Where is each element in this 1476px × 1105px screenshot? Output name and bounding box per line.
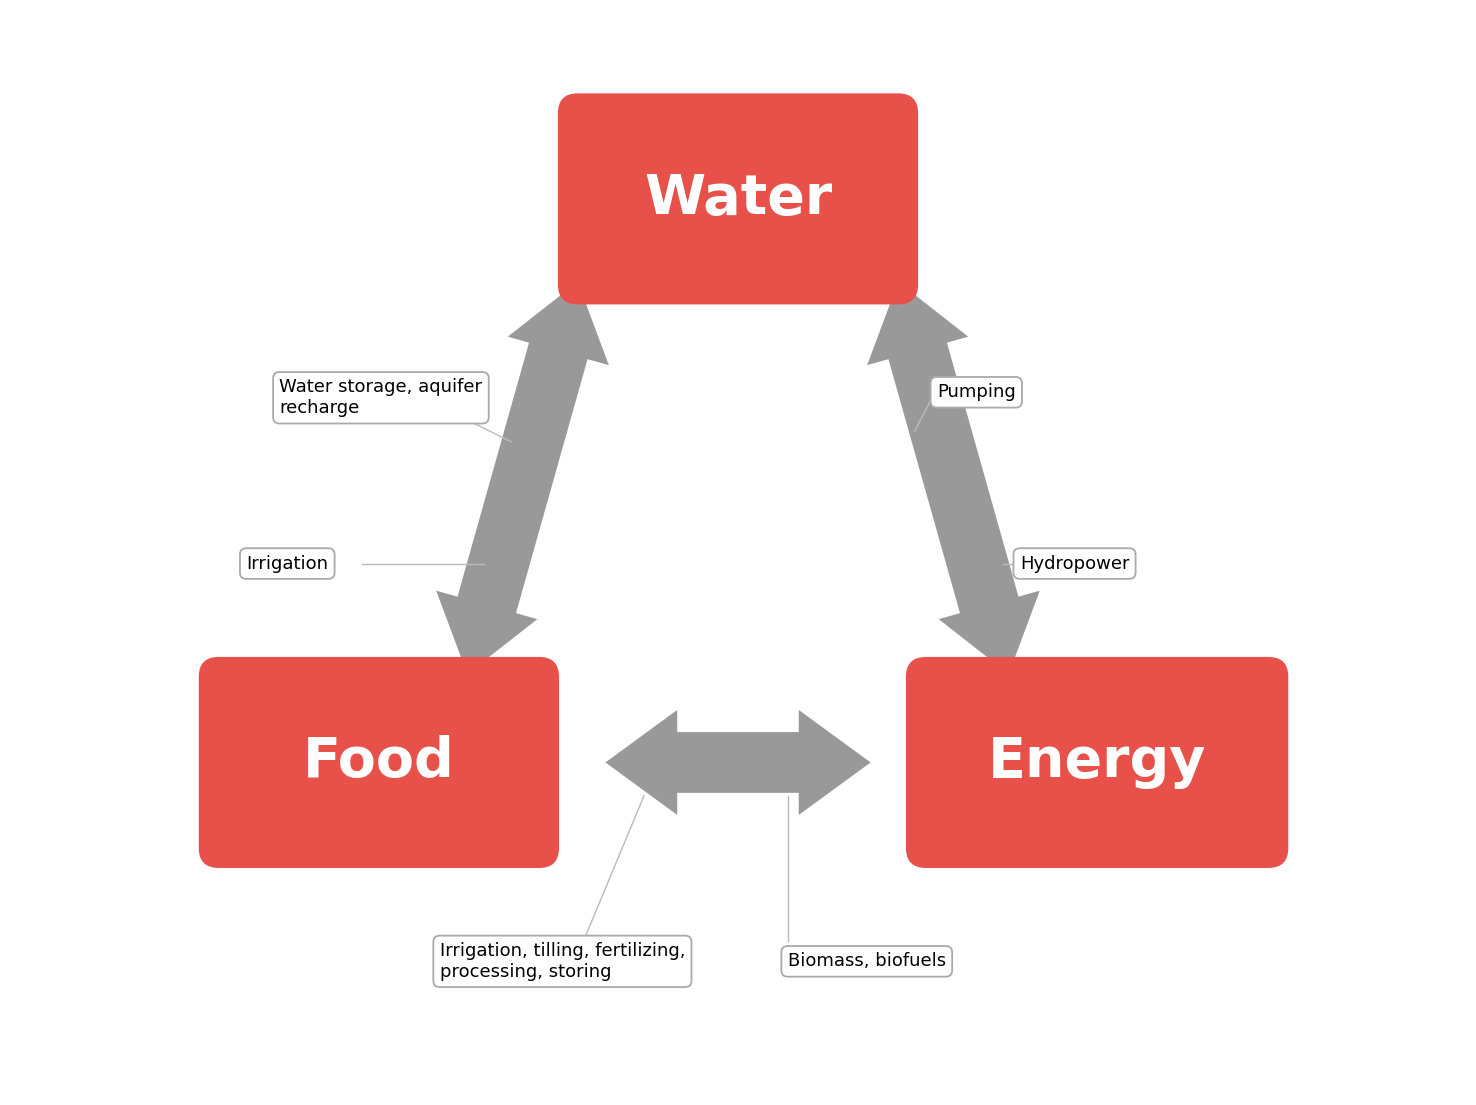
FancyBboxPatch shape xyxy=(199,656,559,869)
Text: Energy: Energy xyxy=(987,736,1206,789)
Text: Pumping: Pumping xyxy=(937,383,1015,401)
FancyBboxPatch shape xyxy=(906,656,1289,869)
Text: Irrigation, tilling, fertilizing,
processing, storing: Irrigation, tilling, fertilizing, proces… xyxy=(440,941,685,981)
Polygon shape xyxy=(437,282,608,674)
FancyBboxPatch shape xyxy=(558,94,918,305)
Text: Food: Food xyxy=(303,736,455,789)
Polygon shape xyxy=(868,282,1039,674)
Text: Water: Water xyxy=(644,172,832,225)
Polygon shape xyxy=(605,711,871,815)
Text: Water storage, aquifer
recharge: Water storage, aquifer recharge xyxy=(279,378,483,418)
Text: Hydropower: Hydropower xyxy=(1020,555,1129,572)
Text: Irrigation: Irrigation xyxy=(246,555,328,572)
Text: Biomass, biofuels: Biomass, biofuels xyxy=(788,953,946,970)
